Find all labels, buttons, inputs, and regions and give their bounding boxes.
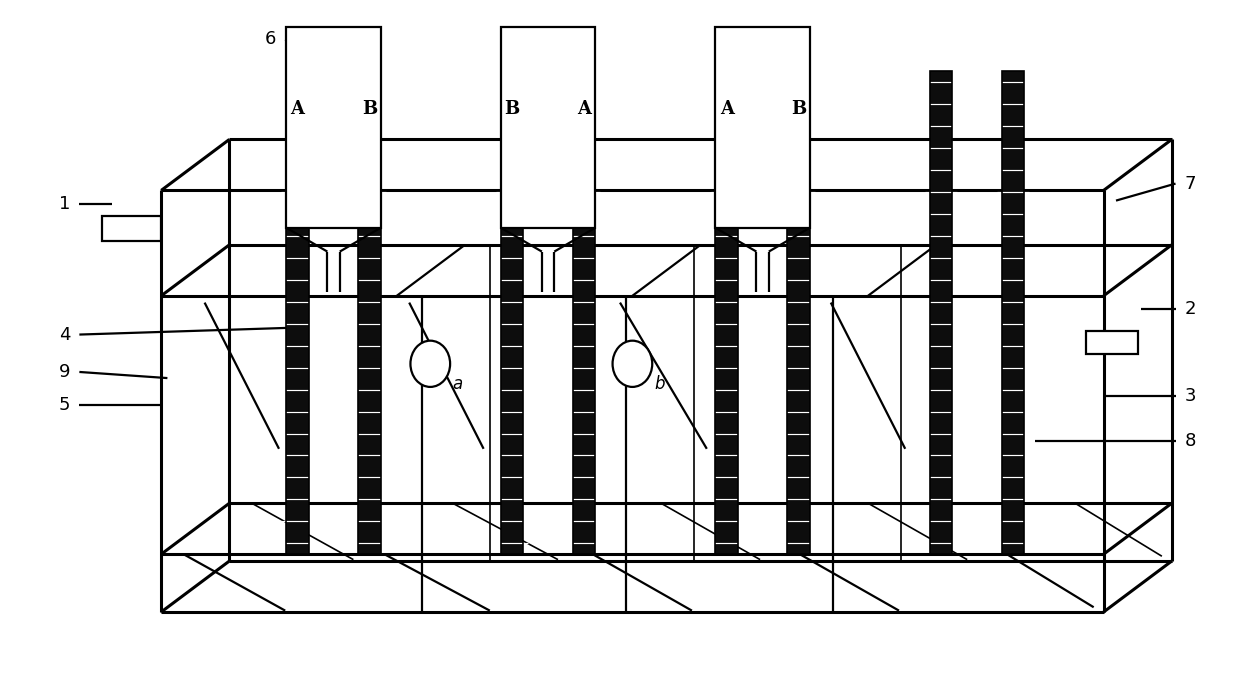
Text: A: A bbox=[719, 100, 734, 118]
Bar bbox=[715, 71, 738, 554]
Text: 7: 7 bbox=[1184, 175, 1197, 192]
Bar bbox=[102, 216, 161, 241]
Text: A: A bbox=[290, 100, 305, 118]
Text: 9: 9 bbox=[58, 363, 71, 381]
Text: b: b bbox=[655, 375, 665, 392]
Text: 8: 8 bbox=[1184, 432, 1197, 449]
Text: 6: 6 bbox=[264, 31, 277, 48]
Text: 1: 1 bbox=[58, 195, 71, 213]
Bar bbox=[501, 71, 523, 554]
Text: B: B bbox=[362, 100, 377, 118]
Bar bbox=[715, 71, 738, 554]
Bar bbox=[286, 27, 381, 228]
Bar bbox=[358, 71, 381, 554]
Ellipse shape bbox=[410, 341, 450, 387]
Bar bbox=[1002, 71, 1024, 554]
Ellipse shape bbox=[613, 341, 652, 387]
Bar bbox=[501, 27, 595, 228]
Bar bbox=[930, 71, 952, 554]
Text: 4: 4 bbox=[58, 326, 71, 343]
Bar bbox=[1002, 71, 1024, 554]
Text: 2: 2 bbox=[1184, 301, 1197, 318]
Bar bbox=[787, 71, 810, 554]
Bar bbox=[1086, 331, 1138, 354]
Bar bbox=[573, 71, 595, 554]
Bar bbox=[501, 71, 523, 554]
Text: A: A bbox=[577, 100, 591, 118]
Bar bbox=[930, 71, 952, 554]
Text: B: B bbox=[791, 100, 806, 118]
Bar bbox=[715, 27, 810, 228]
Text: a: a bbox=[453, 375, 463, 392]
Text: B: B bbox=[505, 100, 520, 118]
Bar bbox=[787, 71, 810, 554]
Bar bbox=[573, 71, 595, 554]
Bar bbox=[286, 71, 309, 554]
Bar bbox=[286, 71, 309, 554]
Text: 5: 5 bbox=[58, 396, 71, 413]
Text: 3: 3 bbox=[1184, 387, 1197, 405]
Bar bbox=[358, 71, 381, 554]
